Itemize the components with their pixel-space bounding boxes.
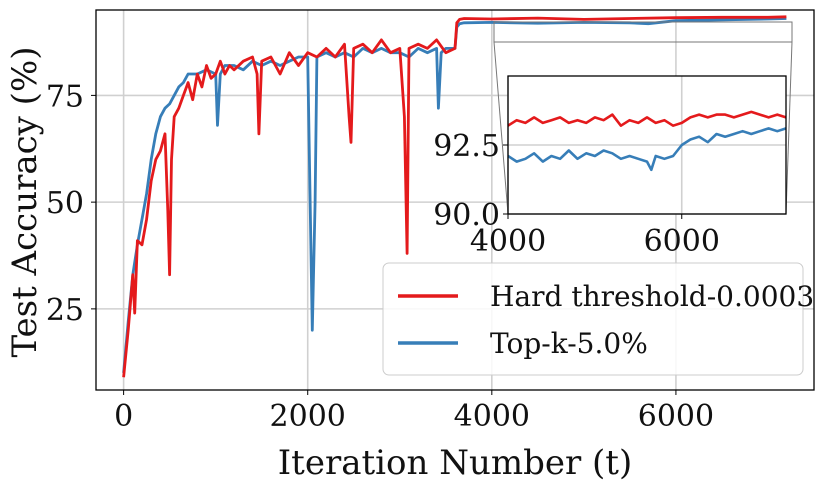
main-plot-frame [95,9,815,391]
main-plot-area: 0 2000 4000 6000 25 50 75 [46,9,815,434]
legend-label-topk: Top-k-5.0% [490,327,648,360]
legend-box [382,262,804,376]
y-tick-label: 75 [46,79,84,114]
zoom-connector-left [493,41,509,215]
x-tick-label: 4000 [454,399,530,434]
zoom-region-box [493,21,793,43]
x-tick-label: 0 [114,399,133,434]
inset-x-tick-label: 4000 [470,224,546,259]
inset-y-tick-label: 92.5 [433,129,500,164]
series-line-hard-threshold [122,15,787,378]
legend-label-hard-threshold: Hard threshold-0.0003 [490,280,814,313]
inset-series-line-hard-threshold [507,110,787,127]
y-tick-label: 50 [46,186,84,221]
y-axis-label: Test Accuracy (%) [5,46,45,357]
x-tick-label: 2000 [270,399,346,434]
y-tick-label: 25 [46,293,84,328]
inset-x-tick-label: 6000 [644,224,720,259]
inset-series-line-topk [507,127,787,172]
x-axis-label: Iteration Number (t) [278,443,632,483]
zoom-connector-right [785,41,793,215]
legend: Hard threshold-0.0003 Top-k-5.0% [382,262,814,376]
x-tick-label: 6000 [638,399,714,434]
series-line-topk [122,17,787,374]
inset-y-tick-label: 90.0 [433,198,500,233]
inset-zone: 4000 6000 90.0 92.5 [433,21,793,259]
